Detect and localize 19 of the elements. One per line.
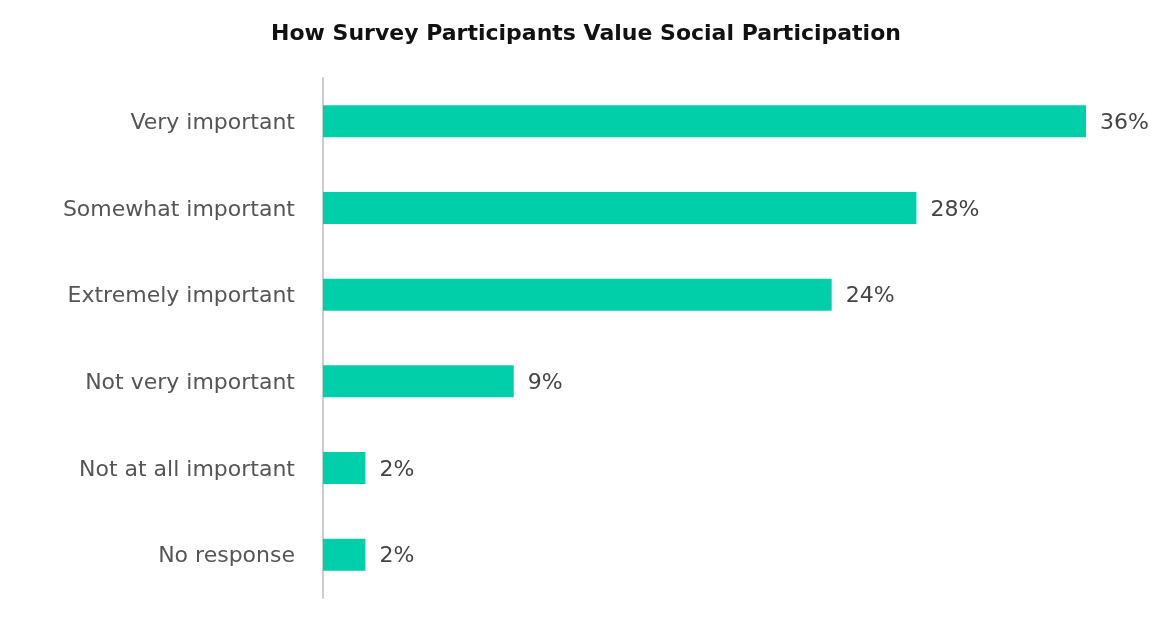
data-label: 9% (527, 368, 563, 394)
chart-title: How Survey Participants Value Social Participation (271, 19, 901, 45)
y-tick-label: Extremely important (67, 282, 296, 308)
y-tick-label: Not at all important (78, 455, 296, 481)
bar (323, 452, 366, 484)
y-tick-label: No response (158, 542, 295, 568)
data-label: 2% (379, 542, 415, 568)
bar (323, 278, 832, 311)
bar (323, 365, 514, 398)
y-tick-label: Very important (130, 108, 296, 134)
data-label: 36% (1100, 108, 1149, 134)
data-label: 2% (379, 455, 415, 481)
bar (323, 192, 917, 224)
data-label: 24% (845, 282, 895, 308)
bar (323, 105, 1086, 138)
bar (323, 538, 366, 571)
y-tick-label: Somewhat important (62, 195, 296, 221)
y-tick-label: Not very important (85, 368, 296, 394)
data-label: 28% (930, 195, 980, 221)
